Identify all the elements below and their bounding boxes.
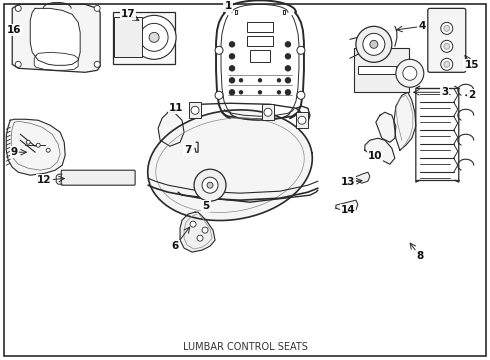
Circle shape: [15, 5, 21, 12]
Polygon shape: [365, 138, 395, 164]
Circle shape: [215, 46, 223, 54]
Circle shape: [286, 78, 291, 83]
Polygon shape: [376, 112, 396, 142]
Circle shape: [229, 78, 235, 83]
FancyBboxPatch shape: [61, 170, 135, 185]
Bar: [189, 102, 201, 118]
Polygon shape: [12, 4, 100, 72]
Circle shape: [396, 59, 424, 87]
Text: 5: 5: [202, 201, 210, 211]
Circle shape: [94, 5, 100, 12]
Polygon shape: [336, 200, 358, 212]
Circle shape: [229, 54, 235, 59]
Circle shape: [444, 25, 450, 31]
Circle shape: [444, 61, 450, 67]
Circle shape: [298, 116, 306, 124]
Circle shape: [277, 91, 280, 94]
Bar: [250, 50, 270, 62]
Polygon shape: [158, 112, 184, 146]
FancyBboxPatch shape: [428, 8, 466, 72]
Circle shape: [140, 23, 168, 51]
Polygon shape: [180, 212, 215, 252]
Bar: [114, 17, 142, 57]
Circle shape: [286, 42, 291, 47]
Bar: [247, 22, 273, 32]
Circle shape: [441, 40, 453, 52]
Text: 6: 6: [172, 241, 179, 251]
Circle shape: [297, 91, 305, 99]
Circle shape: [441, 22, 453, 34]
Circle shape: [229, 90, 235, 95]
Circle shape: [370, 40, 378, 48]
Text: 16: 16: [7, 25, 22, 35]
Bar: [358, 66, 396, 74]
Circle shape: [229, 66, 235, 71]
Circle shape: [194, 169, 226, 201]
Circle shape: [240, 91, 243, 94]
Text: 10: 10: [368, 151, 382, 161]
Bar: [247, 36, 273, 46]
Text: 4: 4: [418, 21, 425, 31]
Circle shape: [191, 106, 199, 114]
Text: 15: 15: [465, 60, 479, 70]
Polygon shape: [30, 8, 80, 65]
Bar: [296, 112, 308, 128]
Circle shape: [240, 79, 243, 82]
Text: 8: 8: [416, 251, 423, 261]
Circle shape: [403, 66, 417, 80]
Text: 13: 13: [341, 177, 355, 187]
Text: 11: 11: [169, 103, 183, 113]
Text: 2: 2: [468, 90, 475, 100]
Circle shape: [277, 79, 280, 82]
Polygon shape: [394, 92, 416, 150]
Polygon shape: [147, 110, 312, 220]
Text: 14: 14: [341, 205, 355, 215]
Circle shape: [197, 235, 203, 241]
Circle shape: [46, 148, 50, 152]
Text: 7: 7: [184, 145, 192, 155]
Circle shape: [259, 91, 262, 94]
Text: 3: 3: [441, 87, 448, 97]
Circle shape: [15, 61, 21, 67]
Circle shape: [132, 15, 176, 59]
FancyBboxPatch shape: [354, 48, 409, 92]
Circle shape: [356, 26, 392, 62]
FancyBboxPatch shape: [113, 12, 175, 64]
Circle shape: [286, 90, 291, 95]
Circle shape: [190, 221, 196, 227]
Text: LUMBAR CONTROL SEATS: LUMBAR CONTROL SEATS: [183, 342, 307, 352]
Circle shape: [202, 227, 208, 233]
Text: 12: 12: [37, 175, 51, 185]
Polygon shape: [6, 119, 65, 175]
Circle shape: [94, 61, 100, 67]
Circle shape: [36, 143, 40, 147]
Circle shape: [207, 182, 213, 188]
Circle shape: [286, 66, 291, 71]
Circle shape: [264, 108, 272, 116]
Text: 1: 1: [224, 1, 232, 12]
Circle shape: [149, 32, 159, 42]
Circle shape: [259, 79, 262, 82]
Circle shape: [202, 177, 218, 193]
Circle shape: [229, 42, 235, 47]
Circle shape: [215, 91, 223, 99]
Text: 17: 17: [121, 9, 135, 19]
Circle shape: [441, 58, 453, 70]
Polygon shape: [355, 172, 370, 183]
Text: 9: 9: [11, 147, 18, 157]
Circle shape: [286, 54, 291, 59]
Circle shape: [363, 33, 385, 55]
Polygon shape: [34, 52, 78, 70]
Circle shape: [297, 46, 305, 54]
Bar: [262, 104, 274, 120]
Circle shape: [444, 43, 450, 49]
Circle shape: [26, 140, 30, 144]
